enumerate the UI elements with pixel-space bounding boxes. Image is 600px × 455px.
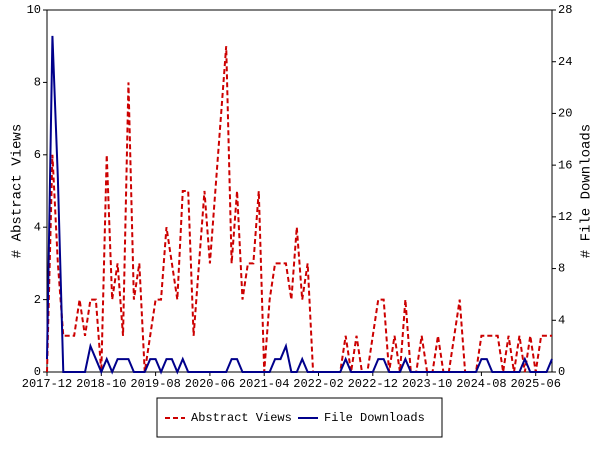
- legend-label: File Downloads: [324, 411, 425, 425]
- y2-tick-label: 16: [558, 158, 572, 172]
- series-line: [46, 46, 552, 373]
- legend-label: Abstract Views: [191, 411, 292, 425]
- y2-tick-label: 4: [558, 313, 565, 327]
- y-tick-label: 2: [34, 293, 41, 307]
- y-tick-label: 8: [34, 76, 41, 90]
- x-tick-label: 2019-08: [130, 377, 180, 391]
- x-tick-label: 2018-10: [76, 377, 126, 391]
- y2-axis-label: # File Downloads: [579, 124, 595, 258]
- x-tick-label: 2022-02: [293, 377, 343, 391]
- y-tick-label: 10: [27, 3, 41, 17]
- y2-tick-label: 0: [558, 365, 565, 379]
- x-tick-label: 2017-12: [22, 377, 72, 391]
- y2-tick-label: 20: [558, 107, 572, 121]
- series-line: [46, 35, 553, 375]
- y2-tick-label: 8: [558, 262, 565, 276]
- y-tick-label: 0: [34, 365, 41, 379]
- y2-tick-label: 28: [558, 3, 572, 17]
- x-tick-label: 2022-12: [348, 377, 398, 391]
- y-axis-label: # Abstract Views: [10, 124, 26, 258]
- x-tick-label: 2020-06: [185, 377, 235, 391]
- y2-tick-label: 24: [558, 55, 572, 69]
- y-tick-label: 6: [34, 148, 41, 162]
- plot-frame: [46, 9, 553, 373]
- y2-tick-label: 12: [558, 210, 572, 224]
- x-tick-label: 2024-08: [456, 377, 506, 391]
- y-tick-label: 4: [34, 220, 41, 234]
- x-tick-label: 2025-06: [510, 377, 560, 391]
- x-tick-label: 2021-04: [239, 377, 289, 391]
- x-tick-label: 2023-10: [402, 377, 452, 391]
